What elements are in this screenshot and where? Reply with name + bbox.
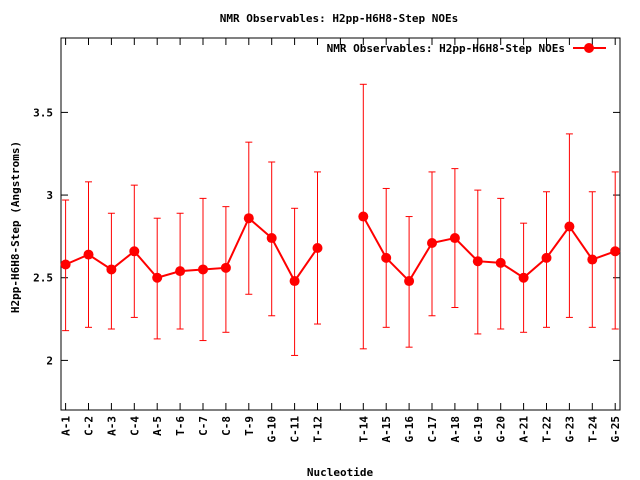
- y-tick-label: 2.5: [33, 272, 53, 285]
- plot-frame: [60, 37, 621, 411]
- data-point: [427, 238, 437, 249]
- x-tick-label: A-18: [449, 416, 462, 443]
- x-tick-label: G-16: [403, 416, 416, 443]
- data-point: [198, 264, 208, 275]
- series-lines: [65, 216, 616, 283]
- x-tick-label: C-17: [426, 416, 439, 443]
- axis-ticks: 2 2.5 3 3.5 A-1 C-2 A-3 C-4 A-5 T-6 C-7 C-8 T-9 G-10 C…: [33, 38, 622, 443]
- data-point: [106, 264, 117, 275]
- x-tick-label: C-8: [220, 416, 233, 436]
- data-point: [289, 276, 300, 287]
- y-tick-label: 3.5: [33, 106, 53, 119]
- x-tick-label: A-3: [105, 416, 118, 436]
- x-tick-label: A-5: [151, 416, 164, 436]
- error-bars: [62, 83, 619, 356]
- series-points: [60, 211, 621, 287]
- series-line: [65, 216, 319, 283]
- data-point: [610, 246, 621, 257]
- x-axis-label: Nucleotide: [307, 466, 374, 479]
- data-point: [495, 257, 506, 268]
- x-tick-label: C-11: [289, 416, 302, 443]
- data-point: [175, 266, 186, 277]
- x-tick-label: C-2: [83, 416, 96, 436]
- data-point: [564, 221, 575, 232]
- series-line: [362, 216, 616, 283]
- data-point: [472, 256, 483, 267]
- data-point: [587, 254, 598, 265]
- x-tick-label: T-14: [357, 416, 370, 443]
- legend-label: NMR Observables: H2pp-H6H8-Step NOEs: [327, 42, 565, 55]
- x-tick-label: A-15: [380, 416, 393, 443]
- data-point: [449, 233, 460, 244]
- legend-marker: [584, 43, 594, 53]
- data-point: [152, 272, 163, 283]
- data-point: [129, 246, 140, 257]
- x-tick-label: C-4: [128, 416, 141, 436]
- x-tick-label: T-22: [541, 416, 554, 443]
- y-tick-label: 2: [46, 354, 53, 367]
- data-point: [83, 249, 94, 260]
- x-tick-label: T-24: [586, 416, 599, 443]
- data-point: [60, 259, 71, 270]
- x-tick-label: A-21: [518, 416, 531, 443]
- data-point: [266, 233, 277, 244]
- x-tick-label: T-9: [243, 416, 256, 436]
- chart-title: NMR Observables: H2pp-H6H8-Step NOEs: [220, 12, 458, 25]
- x-tick-label: T-12: [312, 416, 325, 443]
- x-tick-label: C-7: [197, 416, 210, 436]
- data-point: [220, 262, 231, 273]
- chart-legend: NMR Observables: H2pp-H6H8-Step NOEs: [327, 42, 606, 55]
- data-point: [358, 211, 369, 222]
- data-point: [243, 213, 254, 224]
- y-tick-label: 3: [46, 189, 53, 202]
- data-point: [518, 272, 529, 283]
- y-axis-label: H2pp-H6H8-Step (Angstroms): [9, 141, 22, 313]
- x-tick-label: G-23: [563, 416, 576, 443]
- data-point: [312, 242, 323, 253]
- data-point: [404, 276, 415, 287]
- x-tick-label: T-6: [174, 416, 187, 436]
- data-point: [381, 252, 392, 263]
- x-tick-label: G-19: [472, 416, 485, 443]
- x-tick-label: A-1: [60, 416, 73, 436]
- x-tick-label: G-10: [266, 416, 279, 443]
- data-point: [541, 252, 552, 263]
- x-tick-label: G-25: [609, 416, 622, 443]
- x-tick-label: G-20: [495, 416, 508, 443]
